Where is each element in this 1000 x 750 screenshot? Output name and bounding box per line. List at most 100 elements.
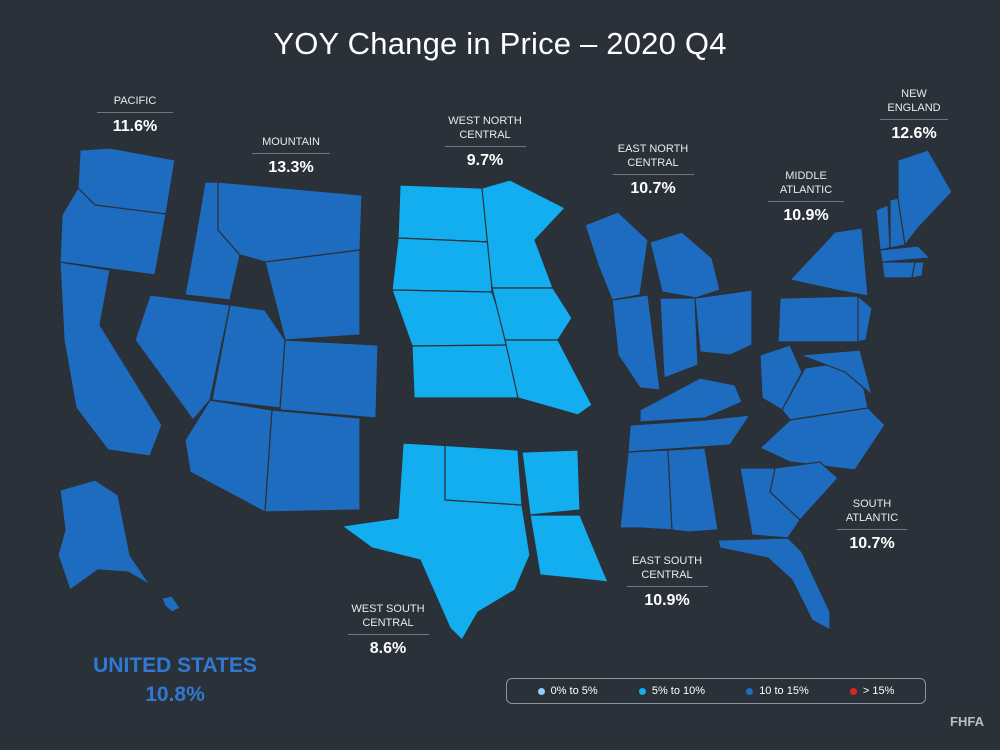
legend-item-5-10: 5% to 10% — [638, 685, 706, 697]
state-massachusetts — [879, 245, 932, 263]
state-rhode-island — [911, 261, 925, 279]
legend-item-10-15: 10 to 15% — [746, 685, 809, 697]
divider — [768, 201, 844, 202]
label-new-england: NEW ENGLAND 12.6% — [876, 87, 952, 143]
state-alaska — [57, 479, 151, 591]
label-east-north-central: EAST NORTH CENTRAL 10.7% — [608, 142, 698, 198]
national-value: 10.8% — [145, 683, 205, 706]
region-west-south-central — [340, 442, 609, 641]
label-east-south-central: EAST SOUTH CENTRAL 10.9% — [622, 554, 712, 610]
state-colorado — [279, 339, 379, 419]
region-value: 13.3% — [268, 159, 314, 176]
state-oregon — [59, 187, 167, 276]
legend-swatch — [849, 687, 857, 695]
region-name: MOUNTAIN — [262, 136, 320, 148]
legend-swatch — [537, 687, 545, 695]
region-name: MIDDLE ATLANTIC — [779, 170, 833, 196]
divider — [97, 112, 173, 113]
divider — [879, 119, 949, 120]
region-name: EAST SOUTH CENTRAL — [631, 555, 703, 581]
state-nebraska — [391, 289, 511, 347]
region-pacific — [57, 147, 181, 613]
state-north-carolina — [758, 407, 886, 471]
state-wisconsin — [584, 211, 649, 301]
state-oklahoma — [404, 442, 523, 506]
state-pennsylvania — [777, 295, 861, 343]
state-arizona — [184, 399, 273, 513]
state-connecticut — [881, 261, 916, 279]
divider — [444, 146, 526, 147]
label-west-north-central: WEST NORTH CENTRAL 9.7% — [440, 114, 530, 170]
label-pacific: PACIFIC 11.6% — [93, 94, 177, 136]
legend-item-over-15: > 15% — [849, 685, 895, 697]
region-value: 8.6% — [369, 640, 407, 657]
region-south-atlantic — [717, 344, 886, 632]
divider — [252, 153, 330, 154]
legend-label: > 15% — [862, 685, 895, 697]
state-alabama — [667, 447, 719, 533]
state-arkansas — [521, 449, 581, 516]
divider — [347, 634, 429, 635]
state-vermont — [875, 204, 891, 251]
national-name: UNITED STATES — [93, 654, 257, 677]
state-north-dakota — [397, 184, 491, 243]
state-michigan — [649, 231, 721, 299]
state-illinois — [611, 294, 661, 391]
legend-label: 5% to 10% — [651, 685, 706, 697]
legend-swatch — [638, 687, 646, 695]
state-tennessee — [627, 414, 752, 453]
region-value: 12.6% — [891, 125, 937, 142]
state-kentucky — [639, 377, 743, 423]
legend-swatch — [746, 687, 754, 695]
region-mountain — [134, 181, 379, 513]
label-mountain: MOUNTAIN 13.3% — [248, 135, 334, 177]
region-name: SOUTH ATLANTIC — [845, 498, 899, 524]
region-value: 10.9% — [644, 592, 690, 609]
map-title: YOY Change in Price – 2020 Q4 — [273, 26, 727, 61]
region-name: PACIFIC — [113, 95, 157, 107]
region-name: WEST NORTH CENTRAL — [448, 115, 522, 141]
state-maine — [897, 149, 953, 247]
label-south-atlantic: SOUTH ATLANTIC 10.7% — [833, 497, 911, 553]
state-minnesota — [481, 179, 566, 289]
state-montana — [217, 181, 363, 263]
region-east-south-central — [619, 377, 752, 533]
state-nevada — [134, 294, 231, 421]
divider — [612, 174, 694, 175]
state-ohio — [694, 289, 753, 356]
label-west-south-central: WEST SOUTH CENTRAL 8.6% — [343, 602, 433, 658]
region-middle-atlantic — [777, 227, 873, 343]
state-maryland-delaware — [799, 349, 874, 397]
region-value: 10.7% — [849, 535, 895, 552]
state-new-jersey — [857, 294, 873, 343]
state-florida — [717, 537, 831, 632]
region-name: NEW ENGLAND — [887, 88, 941, 114]
state-georgia — [739, 467, 801, 539]
state-new-york — [788, 227, 869, 297]
source-credit: FHFA — [950, 714, 984, 729]
region-value: 10.9% — [783, 207, 829, 224]
state-missouri — [504, 339, 593, 416]
state-south-dakota — [391, 237, 493, 293]
legend-label: 0% to 5% — [550, 685, 598, 697]
region-west-north-central — [391, 179, 593, 416]
state-indiana — [659, 297, 699, 379]
state-hawaii — [161, 595, 181, 613]
state-wyoming — [264, 249, 361, 341]
divider — [836, 529, 908, 530]
state-kansas — [411, 344, 519, 399]
divider — [626, 586, 708, 587]
region-east-north-central — [584, 211, 753, 391]
region-value: 9.7% — [466, 152, 504, 169]
region-name: EAST NORTH CENTRAL — [617, 143, 689, 169]
region-value: 11.6% — [112, 118, 158, 135]
state-california — [59, 261, 163, 457]
region-new-england — [875, 149, 953, 279]
legend-item-0-5: 0% to 5% — [537, 685, 598, 697]
state-mississippi — [619, 449, 673, 531]
label-middle-atlantic: MIDDLE ATLANTIC 10.9% — [764, 169, 848, 225]
region-name: WEST SOUTH CENTRAL — [351, 603, 425, 629]
state-iowa — [491, 287, 573, 341]
region-value: 10.7% — [630, 180, 676, 197]
